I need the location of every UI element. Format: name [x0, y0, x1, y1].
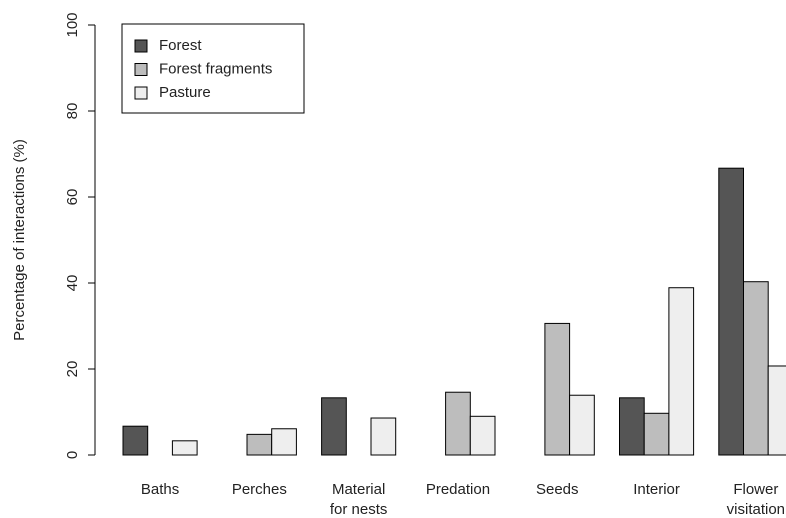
- y-tick-label: 100: [64, 12, 81, 37]
- bar: [122, 425, 149, 456]
- y-tick-label: 40: [64, 275, 81, 292]
- bar: [619, 397, 645, 456]
- x-tick-label: Predation: [426, 481, 490, 498]
- bar: [370, 417, 397, 456]
- bar: [445, 391, 471, 456]
- bar: [718, 167, 744, 456]
- x-tick-label: Flower visitation: [727, 481, 785, 518]
- bar: [321, 397, 347, 456]
- y-tick-label: 0: [64, 451, 81, 459]
- bar: [569, 394, 595, 456]
- y-tick-label: 60: [64, 189, 81, 206]
- x-tick-label: Perches: [232, 481, 287, 498]
- legend-label: Forest: [159, 37, 202, 54]
- bar: [668, 287, 695, 456]
- x-tick-label: Seeds: [536, 481, 579, 498]
- x-tick-label: Interior: [633, 481, 680, 498]
- bar: [246, 433, 273, 456]
- legend-label: Pasture: [159, 84, 211, 101]
- bar: [767, 365, 786, 456]
- legend-box: [121, 23, 305, 114]
- y-tick-label: 80: [64, 103, 81, 120]
- legend-label: Forest fragments: [159, 60, 272, 77]
- bar: [743, 281, 769, 456]
- y-tick-label: 20: [64, 361, 81, 378]
- legend-swatch: [134, 86, 148, 100]
- bar: [171, 440, 198, 456]
- x-tick-label: Material for nests: [330, 481, 388, 518]
- bar: [271, 428, 297, 456]
- bar: [544, 322, 571, 456]
- legend-swatch: [134, 39, 148, 53]
- x-tick-label: Baths: [141, 481, 179, 498]
- legend-swatch: [134, 63, 148, 76]
- y-axis-label: Percentage of interactions (%): [11, 139, 28, 341]
- bar: [643, 412, 670, 456]
- bar: [469, 415, 496, 456]
